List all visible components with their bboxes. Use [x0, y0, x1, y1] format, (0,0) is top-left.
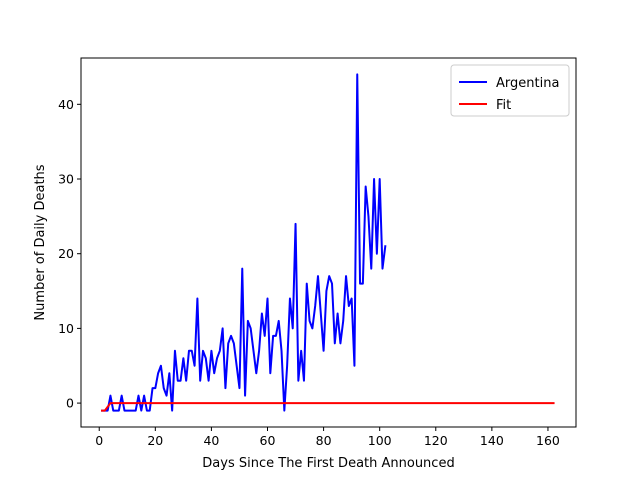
x-tick-label: 160 — [536, 433, 560, 448]
legend-entry-label: Fit — [496, 98, 511, 113]
legend-entry-label: Argentina — [496, 76, 559, 91]
x-axis-label: Days Since The First Death Announced — [202, 456, 454, 471]
x-axis-ticks: 0 20 40 60 80 100 120 140 160 — [95, 427, 560, 448]
y-axis-ticks: 0 10 20 30 40 — [58, 97, 81, 411]
y-tick-label: 40 — [58, 97, 74, 112]
y-axis-label: Number of Daily Deaths — [33, 164, 48, 320]
series-line-argentina — [101, 73, 387, 412]
x-tick-label: 80 — [316, 433, 332, 448]
x-tick-label: 140 — [480, 433, 504, 448]
y-tick-label: 20 — [58, 246, 74, 261]
x-tick-label: 120 — [424, 433, 448, 448]
x-tick-label: 40 — [203, 433, 219, 448]
axes-frame — [80, 57, 577, 428]
x-tick-label: 0 — [95, 433, 103, 448]
y-tick-label: 0 — [66, 396, 74, 411]
x-tick-label: 100 — [368, 433, 392, 448]
x-tick-label: 20 — [147, 433, 163, 448]
series-layer — [101, 73, 555, 412]
legend: Argentina Fit — [450, 64, 570, 117]
series-line-fit — [101, 402, 555, 412]
y-tick-label: 30 — [58, 172, 74, 187]
y-tick-label: 10 — [58, 321, 74, 336]
x-tick-label: 60 — [260, 433, 276, 448]
